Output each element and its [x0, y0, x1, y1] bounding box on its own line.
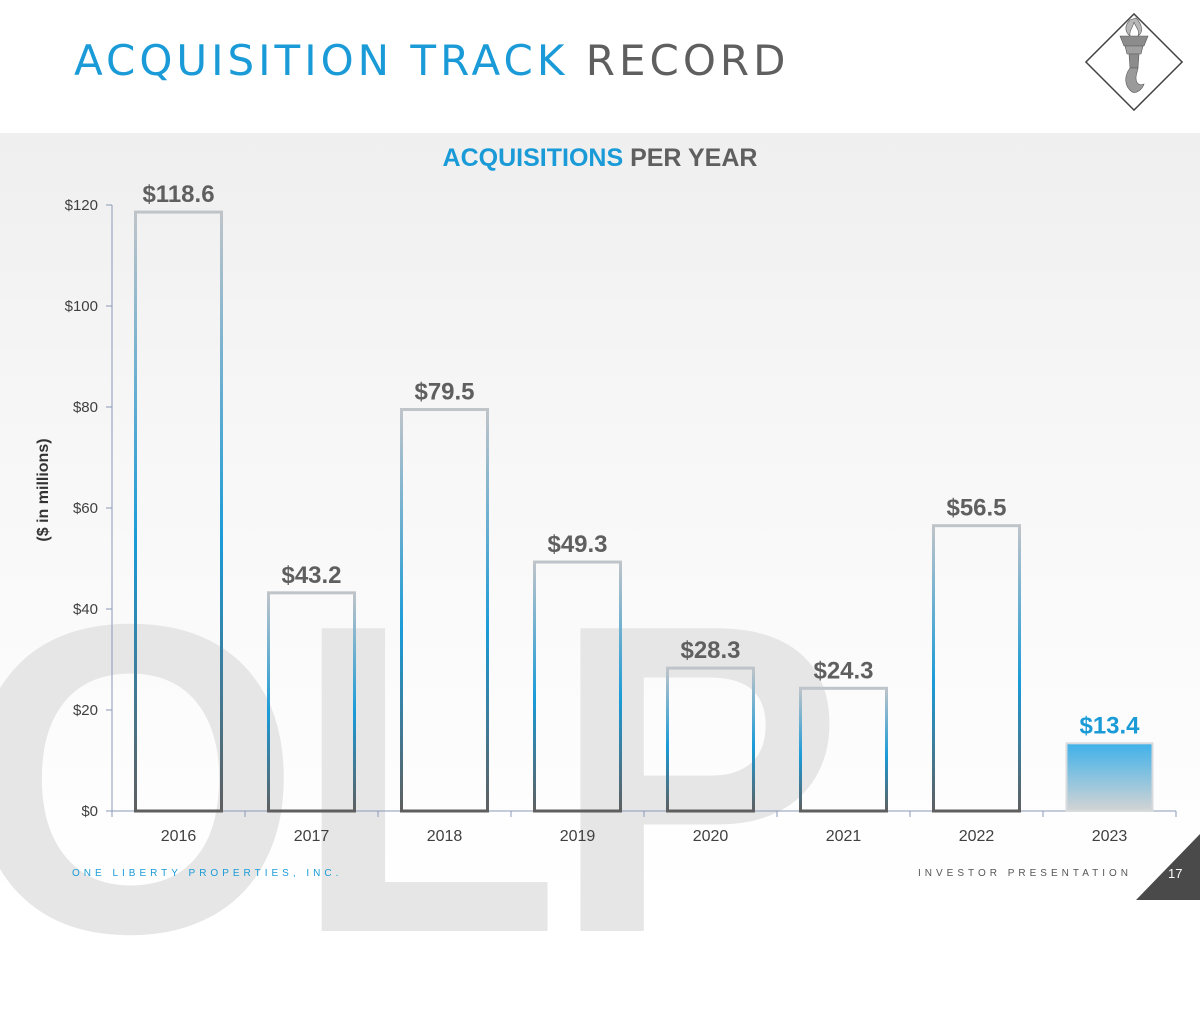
bar-2018: [400, 408, 489, 813]
y-tick-label: $20: [73, 702, 98, 719]
y-tick-label: $60: [73, 500, 98, 517]
footer-company: ONE LIBERTY PROPERTIES, INC.: [72, 868, 343, 879]
x-tick-label: 2022: [959, 828, 995, 845]
x-tick-label: 2021: [826, 828, 862, 845]
header-band: [0, 0, 1200, 133]
y-tick-label: $0: [81, 803, 98, 820]
page-title-accent: ACQUISITION TRACK: [74, 36, 569, 85]
bar-2020: [666, 666, 755, 813]
x-tick-label: 2023: [1092, 828, 1128, 845]
y-tick-label: $80: [73, 399, 98, 416]
page-title: ACQUISITION TRACK RECORD: [74, 36, 789, 85]
page-title-rest: RECORD: [585, 36, 790, 85]
x-tick-label: 2016: [161, 828, 197, 845]
chart-title: ACQUISITIONS PER YEAR: [0, 144, 1200, 173]
page-number: 17: [1168, 866, 1183, 881]
data-label: $79.5: [414, 379, 474, 406]
data-label: $13.4: [1079, 712, 1140, 739]
y-tick-label: $40: [73, 601, 98, 618]
y-tick-label: $100: [65, 298, 98, 315]
bar-2016: [134, 210, 223, 813]
x-tick-label: 2020: [693, 828, 729, 845]
data-label: $24.3: [813, 657, 873, 684]
x-tick-label: 2019: [560, 828, 596, 845]
x-tick-label: 2017: [294, 828, 330, 845]
chart-title-rest: PER YEAR: [630, 144, 758, 172]
y-tick-label: $120: [65, 197, 98, 214]
bar-chart: $0 $20 $40 $60 $80 $100 $120 $118.6 2016 $43.2 20…: [65, 181, 1177, 845]
x-tick-label: 2018: [427, 828, 463, 845]
slide-body: [0, 133, 1200, 900]
data-label: $49.3: [547, 531, 607, 558]
bar-2023: [1065, 742, 1154, 813]
bar-2021: [799, 686, 888, 813]
page-corner-triangle: [1136, 834, 1200, 900]
statue-of-liberty-torch-logo-icon: [1084, 12, 1184, 112]
bar-2022: [932, 524, 1021, 813]
bar-2017: [267, 591, 356, 813]
chart-title-accent: ACQUISITIONS: [442, 144, 624, 172]
data-label: $118.6: [142, 181, 214, 208]
footer-document-title: INVESTOR PRESENTATION: [918, 868, 1133, 879]
data-label: $28.3: [680, 637, 740, 664]
data-label: $43.2: [281, 562, 341, 589]
data-label: $56.5: [946, 495, 1006, 522]
bar-2019: [533, 560, 622, 813]
